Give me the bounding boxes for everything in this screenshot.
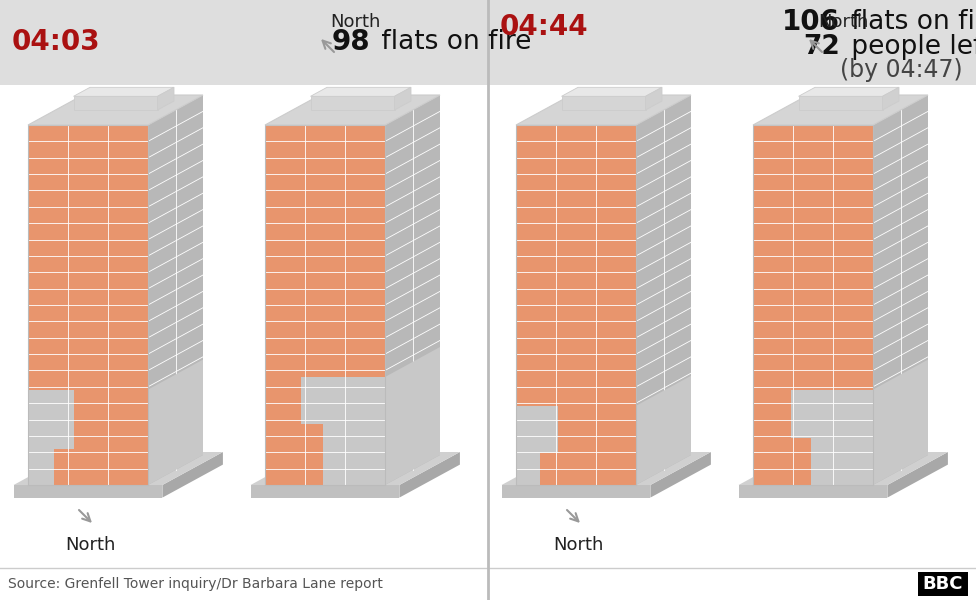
Bar bbox=[28, 125, 148, 485]
Polygon shape bbox=[502, 452, 711, 485]
Text: 04:03: 04:03 bbox=[12, 28, 101, 56]
Polygon shape bbox=[739, 452, 948, 485]
Text: 72: 72 bbox=[803, 34, 840, 60]
Bar bbox=[516, 406, 558, 485]
Bar bbox=[540, 452, 558, 485]
Polygon shape bbox=[73, 88, 174, 97]
Bar bbox=[798, 97, 882, 110]
Bar bbox=[516, 125, 636, 485]
Bar bbox=[73, 97, 157, 110]
Polygon shape bbox=[28, 95, 203, 125]
Bar bbox=[918, 572, 968, 596]
Text: North: North bbox=[552, 536, 603, 554]
Polygon shape bbox=[882, 88, 899, 110]
Bar bbox=[14, 485, 162, 497]
Text: (by 04:47): (by 04:47) bbox=[840, 58, 963, 82]
Polygon shape bbox=[394, 88, 411, 110]
Text: flats on fire: flats on fire bbox=[373, 29, 531, 55]
Text: 98: 98 bbox=[332, 28, 370, 56]
Polygon shape bbox=[310, 88, 411, 97]
Polygon shape bbox=[753, 95, 928, 125]
Polygon shape bbox=[873, 95, 928, 485]
Polygon shape bbox=[887, 452, 948, 497]
Text: flats on fire: flats on fire bbox=[843, 9, 976, 35]
Text: 106: 106 bbox=[782, 8, 840, 36]
Bar bbox=[28, 389, 73, 485]
Bar bbox=[301, 377, 385, 485]
Text: people left in building: people left in building bbox=[843, 34, 976, 60]
Polygon shape bbox=[148, 359, 203, 485]
Bar bbox=[739, 485, 887, 497]
Polygon shape bbox=[798, 88, 899, 97]
Bar bbox=[55, 449, 73, 485]
Polygon shape bbox=[645, 88, 662, 110]
Polygon shape bbox=[650, 452, 711, 497]
Text: BBC: BBC bbox=[922, 575, 963, 593]
Polygon shape bbox=[162, 452, 223, 497]
Bar bbox=[310, 97, 394, 110]
Bar bbox=[753, 125, 873, 485]
Polygon shape bbox=[265, 95, 440, 125]
Polygon shape bbox=[399, 452, 460, 497]
Bar bbox=[0, 85, 976, 568]
Bar bbox=[265, 125, 385, 485]
Bar bbox=[792, 389, 873, 485]
Polygon shape bbox=[636, 95, 691, 485]
Text: North: North bbox=[64, 536, 115, 554]
Bar bbox=[561, 97, 645, 110]
Bar bbox=[0, 568, 976, 600]
Polygon shape bbox=[14, 452, 223, 485]
Bar bbox=[0, 0, 976, 85]
Text: North: North bbox=[818, 13, 869, 31]
Polygon shape bbox=[385, 347, 440, 485]
Polygon shape bbox=[385, 95, 440, 485]
Polygon shape bbox=[561, 88, 662, 97]
Polygon shape bbox=[636, 376, 691, 485]
Polygon shape bbox=[251, 452, 460, 485]
Bar bbox=[792, 438, 811, 485]
Polygon shape bbox=[148, 95, 203, 485]
Polygon shape bbox=[516, 95, 691, 125]
Text: Source: Grenfell Tower inquiry/Dr Barbara Lane report: Source: Grenfell Tower inquiry/Dr Barbar… bbox=[8, 577, 383, 591]
Text: North: North bbox=[330, 13, 381, 31]
Bar bbox=[502, 485, 650, 497]
Text: 04:44: 04:44 bbox=[500, 13, 589, 41]
Bar bbox=[301, 424, 323, 485]
Polygon shape bbox=[873, 359, 928, 485]
Polygon shape bbox=[157, 88, 174, 110]
Bar bbox=[251, 485, 399, 497]
